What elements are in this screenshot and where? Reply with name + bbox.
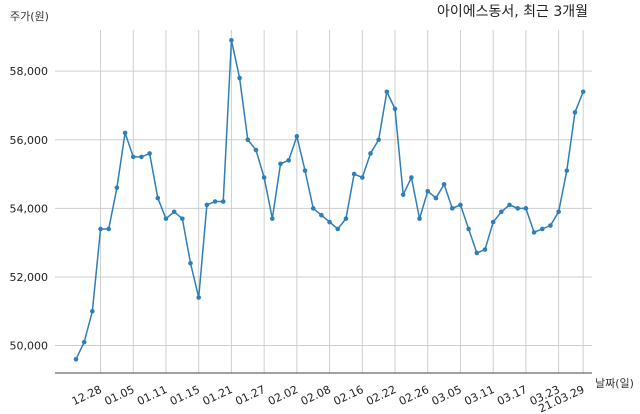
data-point: [580, 89, 586, 95]
data-point: [130, 154, 136, 160]
data-point: [466, 226, 471, 232]
data-point: [368, 151, 373, 156]
data-point: [392, 106, 398, 112]
data-point: [400, 192, 406, 197]
data-point: [556, 209, 561, 215]
x-tick-label: 02.02: [266, 383, 300, 408]
data-point: [548, 223, 553, 228]
x-tick-label: 01.05: [102, 383, 136, 408]
data-point: [90, 308, 95, 314]
y-axis-title: 주가(원): [10, 10, 49, 23]
chart-title: 아이에스동서, 최근 3개월: [437, 4, 588, 20]
data-point: [278, 161, 283, 167]
data-point: [564, 168, 570, 173]
tick-layer: 50,000 52,000 54,000 56,000 58,000 12.2801.05…: [10, 65, 587, 414]
data-point: [343, 216, 349, 221]
data-point: [351, 171, 357, 177]
data-point: [572, 110, 578, 115]
data-point: [270, 216, 275, 221]
x-tick-label: 02.22: [364, 383, 398, 408]
data-point: [327, 219, 332, 225]
data-point: [212, 199, 218, 204]
data-point: [73, 356, 79, 362]
data-point: [98, 226, 103, 232]
data-point: [180, 216, 185, 221]
x-axis-title: 날짜(일): [595, 376, 634, 390]
data-point: [523, 206, 529, 211]
data-point: [188, 260, 193, 266]
data-point: [163, 216, 169, 221]
data-point: [539, 226, 545, 232]
data-point: [286, 158, 291, 163]
y-tick-label: 54,000: [10, 202, 49, 215]
data-point: [229, 37, 234, 43]
data-point: [302, 168, 308, 173]
data-point: [253, 147, 259, 153]
data-point: [507, 202, 512, 208]
x-tick-label: 03.05: [430, 383, 464, 408]
data-point: [261, 175, 267, 180]
data-point: [417, 216, 422, 221]
data-point: [482, 247, 488, 252]
y-tick-label: 52,000: [10, 271, 49, 284]
x-tick-label: 01.27: [233, 383, 267, 408]
data-point: [171, 209, 177, 215]
data-point: [531, 230, 537, 235]
data-point: [81, 339, 87, 345]
data-point: [449, 206, 455, 211]
data-point: [319, 212, 324, 218]
x-tick-label: 03.11: [462, 383, 496, 408]
y-tick-label: 56,000: [10, 134, 49, 147]
data-point: [114, 185, 120, 191]
data-point: [294, 134, 300, 139]
data-point: [122, 130, 128, 136]
y-tick-label: 50,000: [10, 340, 49, 353]
data-point: [310, 206, 316, 211]
point-layer: [73, 37, 586, 362]
data-point: [204, 202, 210, 208]
x-tick-label: 02.08: [299, 383, 333, 408]
data-point: [458, 202, 463, 208]
data-point: [433, 195, 439, 201]
data-point: [237, 75, 242, 81]
data-point: [474, 250, 480, 256]
data-point: [515, 206, 521, 211]
data-point: [147, 151, 152, 156]
grid-layer: [55, 30, 592, 373]
data-point: [245, 137, 251, 143]
x-tick-label: 03.17: [495, 383, 529, 408]
data-point: [196, 295, 201, 300]
data-point: [360, 175, 365, 180]
x-tick-label: 01.11: [135, 383, 169, 408]
data-point: [490, 219, 496, 225]
data-point: [384, 89, 390, 95]
data-point: [139, 154, 144, 160]
data-point: [106, 226, 112, 232]
x-tick-label: 02.26: [397, 383, 431, 408]
y-tick-label: 58,000: [10, 65, 49, 78]
x-tick-label: 02.16: [332, 383, 366, 408]
data-point: [499, 209, 504, 215]
data-point: [376, 137, 381, 143]
data-point: [155, 195, 161, 201]
data-point: [335, 226, 341, 232]
data-point: [441, 182, 447, 187]
x-tick-label: 01.21: [201, 383, 235, 408]
x-tick-label: 12.28: [70, 383, 104, 408]
data-point: [409, 175, 414, 180]
data-point: [425, 188, 431, 194]
data-point: [220, 199, 226, 204]
x-tick-label: 01.15: [168, 383, 202, 408]
